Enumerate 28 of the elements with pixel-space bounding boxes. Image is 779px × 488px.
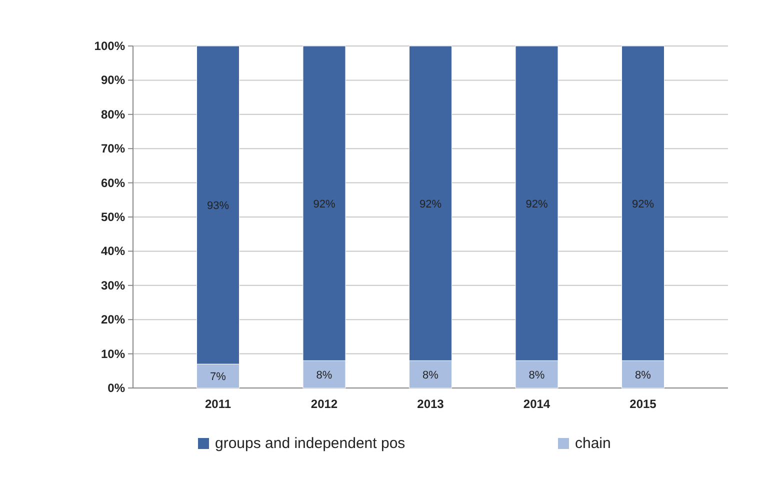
data-label: 92% (313, 198, 336, 210)
data-label: 7% (210, 371, 226, 384)
y-tick-label: 10% (100, 346, 126, 361)
x-tick-label: 2015 (630, 397, 657, 411)
legend-label: groups and independent pos (215, 435, 406, 452)
y-tick-label: 70% (100, 142, 126, 156)
y-tick-label: 30% (100, 278, 126, 292)
data-label: 8% (316, 369, 332, 382)
legend-label: chain (575, 435, 611, 452)
data-label: 92% (526, 198, 548, 210)
x-tick-label: 2012 (310, 397, 338, 411)
x-tick-label: 2014 (523, 397, 550, 411)
data-label: 93% (206, 200, 230, 212)
y-tick-label: 50% (100, 210, 126, 224)
y-tick-label: 100% (94, 39, 126, 53)
data-label: 92% (419, 198, 442, 210)
x-tick-label: 2013 (417, 397, 444, 411)
y-tick-label: 90% (100, 73, 126, 88)
data-label: 8% (635, 369, 652, 382)
y-tick-label: 20% (100, 312, 126, 327)
y-tick-label: 40% (100, 244, 126, 258)
data-label: 92% (632, 198, 654, 210)
y-tick-label: 60% (100, 176, 126, 190)
data-label: 8% (422, 369, 439, 382)
x-tick-label: 2011 (204, 397, 232, 411)
y-tick-label: 80% (100, 107, 126, 122)
y-tick-label: 0% (108, 381, 126, 395)
data-label: 8% (528, 369, 545, 382)
